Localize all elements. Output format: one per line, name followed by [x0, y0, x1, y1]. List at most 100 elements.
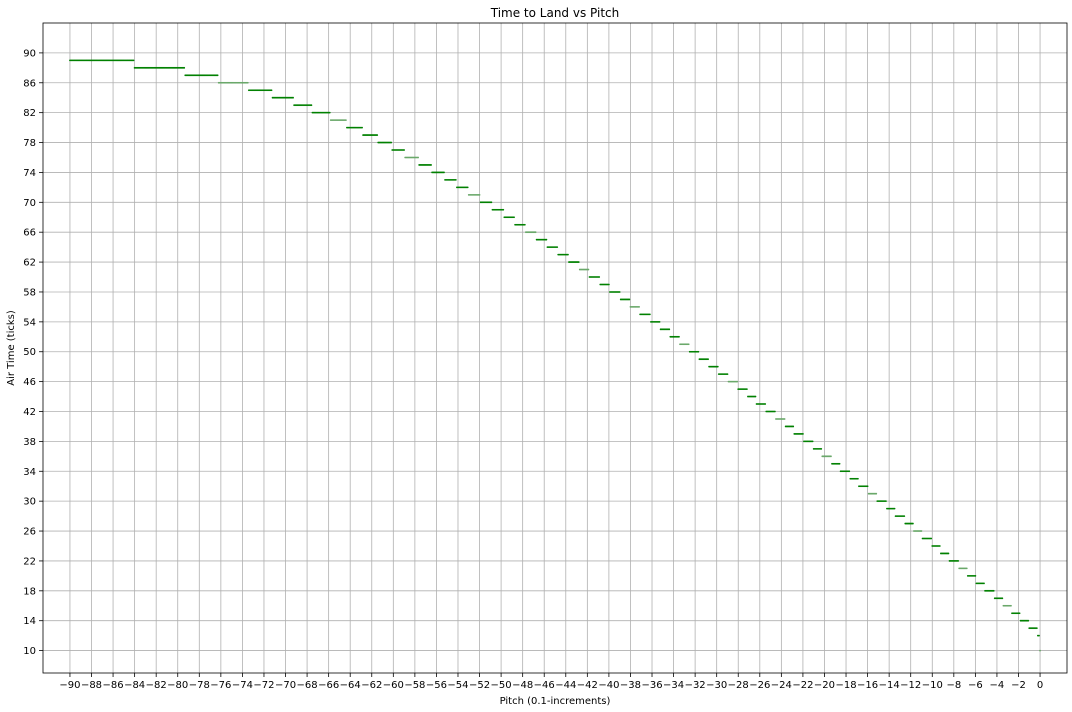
- y-axis-ticks: 10 14 18 22 26 30 34 38 42 46 50 54 58 62 66 70 74 78 82 86…: [23, 48, 43, 657]
- data-point: [930, 537, 933, 540]
- y-tick-label: 70: [23, 198, 36, 209]
- y-tick-label: 10: [23, 646, 36, 657]
- data-point: [361, 126, 363, 129]
- x-tick-label: −74: [232, 680, 253, 691]
- x-tick-label: −34: [663, 680, 684, 691]
- chart-title: Time to Land vs Pitch: [490, 6, 620, 20]
- x-tick-label: −42: [577, 680, 598, 691]
- y-tick-label: 42: [23, 407, 36, 418]
- y-tick-label: 22: [23, 556, 36, 567]
- data-point: [478, 193, 481, 196]
- x-tick-label: −88: [81, 680, 102, 691]
- data-point: [430, 164, 432, 166]
- data-point: [292, 96, 294, 99]
- data-point: [830, 455, 832, 458]
- y-tick-label: 18: [23, 586, 36, 597]
- data-points: [69, 59, 1041, 652]
- x-tick-label: −32: [685, 680, 706, 691]
- data-point: [246, 81, 249, 84]
- grid: [43, 23, 1067, 673]
- data-point: [648, 313, 651, 316]
- x-tick-label: −70: [275, 680, 296, 691]
- data-point: [1038, 634, 1040, 637]
- data-point: [403, 149, 405, 151]
- x-tick-label: −80: [167, 680, 188, 691]
- x-tick-label: −6: [968, 680, 983, 691]
- x-tick-label: −2: [1011, 680, 1026, 691]
- data-point: [764, 403, 767, 405]
- data-point: [716, 365, 719, 368]
- y-tick-label: 86: [23, 78, 36, 89]
- x-tick-label: −16: [857, 680, 878, 691]
- y-tick-label: 54: [23, 317, 36, 328]
- x-tick-label: −58: [404, 680, 425, 691]
- x-tick-label: −10: [922, 680, 943, 691]
- x-tick-label: −44: [555, 680, 576, 691]
- data-point: [390, 141, 393, 144]
- data-point: [965, 567, 968, 570]
- data-point: [754, 395, 757, 398]
- data-point: [1035, 627, 1038, 630]
- data-point: [707, 358, 709, 361]
- x-tick-label: −90: [59, 680, 80, 691]
- y-tick-label: 34: [23, 467, 36, 478]
- x-tick-label: −28: [728, 680, 749, 691]
- x-tick-label: −54: [447, 680, 468, 691]
- data-point: [618, 291, 621, 293]
- y-tick-label: 46: [23, 377, 36, 388]
- data-point: [856, 477, 859, 480]
- x-tick-label: −12: [900, 680, 921, 691]
- data-point: [466, 186, 469, 189]
- data-point: [490, 201, 493, 204]
- x-tick-label: −68: [297, 680, 318, 691]
- data-point: [947, 552, 950, 555]
- x-tick-label: −50: [491, 680, 512, 691]
- data-point: [893, 507, 896, 510]
- x-tick-label: −48: [512, 680, 533, 691]
- x-tick-label: 0: [1037, 680, 1043, 691]
- data-point: [1039, 649, 1041, 652]
- data-point: [736, 380, 739, 383]
- data-point: [328, 111, 331, 114]
- data-point: [983, 582, 985, 585]
- data-point: [885, 500, 887, 503]
- data-point: [556, 246, 559, 249]
- data-point: [376, 134, 379, 136]
- x-tick-label: −62: [361, 680, 382, 691]
- y-tick-label: 58: [23, 287, 36, 298]
- y-tick-label: 66: [23, 228, 36, 239]
- x-tick-label: −60: [383, 680, 404, 691]
- x-tick-label: −84: [124, 680, 145, 691]
- data-point: [502, 208, 505, 211]
- data-point: [783, 418, 786, 420]
- data-point: [658, 320, 661, 323]
- data-point: [513, 216, 515, 219]
- x-tick-label: −18: [835, 680, 856, 691]
- x-tick-label: −46: [534, 680, 555, 691]
- y-tick-label: 82: [23, 108, 36, 119]
- x-tick-label: −64: [340, 680, 361, 691]
- x-tick-label: −78: [189, 680, 210, 691]
- data-point: [183, 66, 186, 69]
- data-point: [820, 447, 823, 450]
- data-point: [1010, 604, 1012, 607]
- data-point: [838, 462, 841, 465]
- data-point: [668, 328, 671, 331]
- data-point: [903, 515, 906, 517]
- y-tick-label: 74: [23, 168, 36, 179]
- data-point: [745, 388, 748, 390]
- y-tick-label: 62: [23, 258, 36, 269]
- x-tick-label: −86: [103, 680, 124, 691]
- data-point: [443, 171, 445, 174]
- data-point: [992, 589, 995, 592]
- y-tick-label: 26: [23, 527, 36, 538]
- data-point: [454, 179, 457, 181]
- x-tick-label: −82: [146, 680, 167, 691]
- data-point: [938, 545, 941, 547]
- data-point: [534, 231, 537, 234]
- y-tick-label: 38: [23, 437, 36, 448]
- y-tick-label: 50: [23, 347, 36, 358]
- x-tick-label: −14: [879, 680, 900, 691]
- x-tick-label: −8: [946, 680, 961, 691]
